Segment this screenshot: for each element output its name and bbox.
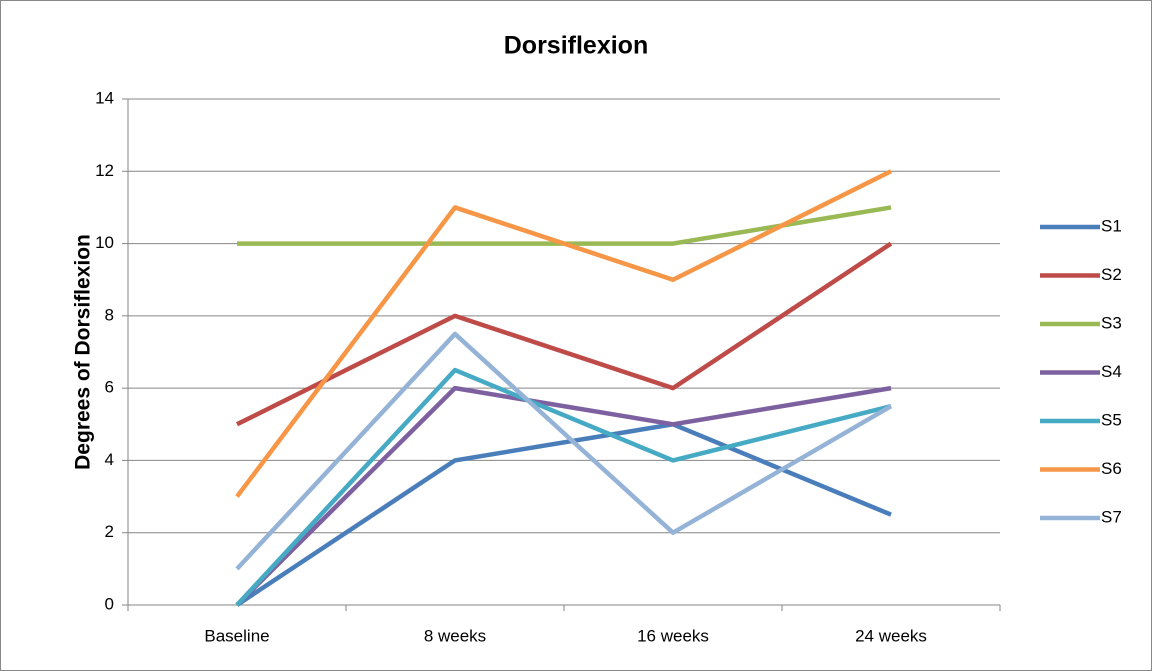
legend-label: S7 — [1101, 507, 1122, 526]
y-tick-label: 14 — [95, 88, 114, 107]
x-tick-label: 24 weeks — [855, 626, 927, 645]
legend-label: S3 — [1101, 313, 1122, 332]
y-tick-label: 12 — [95, 161, 114, 180]
x-tick-label: 8 weeks — [424, 626, 486, 645]
series-line — [235, 169, 893, 498]
series-line — [235, 241, 893, 427]
y-tick-label: 2 — [105, 522, 114, 541]
y-axis-label: Degrees of Dorsiflexion — [72, 234, 95, 470]
y-tick-label: 8 — [105, 305, 114, 324]
legend-label: S5 — [1101, 410, 1122, 429]
x-tick-label: 16 weeks — [637, 626, 709, 645]
x-tick-label: Baseline — [204, 626, 269, 645]
legend-label: S2 — [1101, 265, 1122, 284]
y-tick-label: 4 — [105, 450, 114, 469]
series-line — [235, 331, 893, 571]
series-line — [235, 367, 892, 607]
y-tick-label: 0 — [105, 594, 114, 613]
legend-label: S1 — [1101, 216, 1122, 235]
series-line — [235, 385, 892, 607]
y-tick-label: 10 — [95, 233, 114, 252]
legend-label: S6 — [1101, 459, 1122, 478]
y-tick-label: 6 — [105, 378, 114, 397]
chart-title: Dorsiflexion — [504, 32, 648, 60]
legend-label: S4 — [1101, 362, 1122, 381]
